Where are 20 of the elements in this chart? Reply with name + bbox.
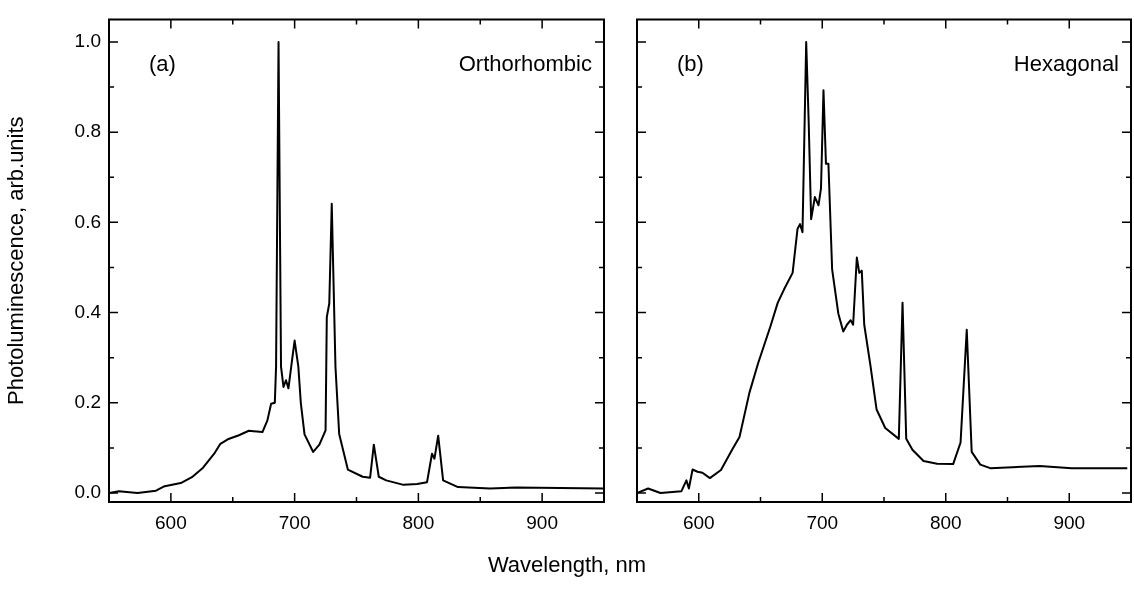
x-tick-label: 900 bbox=[1053, 511, 1086, 533]
annotation: Hexagonal bbox=[1013, 51, 1119, 77]
x-tick-label: 700 bbox=[806, 511, 839, 533]
annotation: (b) bbox=[677, 51, 704, 77]
x-tick-label: 800 bbox=[929, 511, 962, 533]
y-axis-title: Photoluminescence, arb.units bbox=[3, 116, 29, 406]
y-tick-label: 0.6 bbox=[74, 210, 101, 232]
x-tick-label: 900 bbox=[526, 511, 558, 533]
x-tick-label: 800 bbox=[402, 511, 435, 533]
x-axis-title: Wavelength, nm bbox=[486, 552, 648, 578]
y-tick-label: 0.2 bbox=[74, 391, 101, 413]
y-tick-label: 0.8 bbox=[74, 120, 101, 142]
annotation: Orthorhombic bbox=[458, 51, 592, 77]
annotation: (a) bbox=[149, 51, 176, 77]
x-tick-label: 600 bbox=[682, 511, 715, 533]
y-tick-label: 0.4 bbox=[74, 300, 102, 322]
y-tick-label: 0.0 bbox=[74, 481, 101, 503]
x-tick-label: 700 bbox=[278, 511, 311, 533]
x-tick-label: 600 bbox=[155, 511, 187, 533]
y-tick-label: 1.0 bbox=[74, 30, 101, 52]
